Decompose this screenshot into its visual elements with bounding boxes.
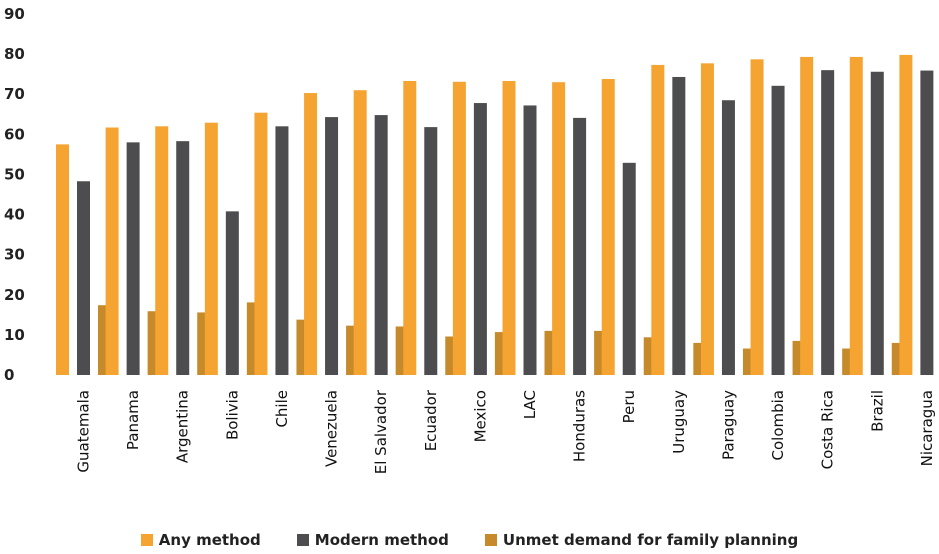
legend-label-unmet-demand: Unmet demand for family planning <box>502 531 799 549</box>
bar-modern-method <box>870 71 884 375</box>
y-tick-label: 70 <box>4 85 25 103</box>
bar-modern-method <box>573 117 587 375</box>
bar-modern-method <box>523 105 537 375</box>
bar-any-method <box>552 82 566 375</box>
bar-modern-method <box>374 115 388 375</box>
bar-any-method <box>105 127 119 376</box>
x-category-label: Costa Rica <box>819 390 837 469</box>
x-category-label: Mexico <box>471 390 489 442</box>
x-category-label: Brazil <box>868 390 886 432</box>
legend-item-any-method: Any method <box>140 531 261 549</box>
legend-swatch-any-method <box>140 534 153 546</box>
x-category-label: Ecuador <box>422 389 440 451</box>
x-category-label: Bolivia <box>223 390 241 440</box>
x-category-label: LAC <box>521 390 539 419</box>
legend-label-any-method: Any method <box>158 531 261 549</box>
y-tick-label: 30 <box>4 246 25 264</box>
legend: Any method Modern method Unmet demand fo… <box>0 528 939 552</box>
y-axis: 0 10 20 30 40 50 60 70 80 90 <box>4 5 25 384</box>
bar-modern-method <box>821 70 835 376</box>
bar-any-method <box>452 81 466 375</box>
bar-any-method <box>254 112 268 375</box>
bar-any-method <box>849 56 863 376</box>
y-tick-label: 20 <box>4 286 25 304</box>
bar-any-method <box>800 56 814 376</box>
bar-any-method <box>601 78 615 375</box>
bar-any-method <box>204 122 218 375</box>
y-tick-label: 40 <box>4 206 25 224</box>
bar-modern-method <box>126 142 140 375</box>
bar-any-method <box>353 90 367 375</box>
x-category-label: Honduras <box>571 390 589 462</box>
y-tick-label: 50 <box>4 165 25 183</box>
bar-any-method <box>403 80 417 375</box>
bar-any-method <box>750 59 764 375</box>
legend-label-modern-method: Modern method <box>314 531 449 549</box>
bar-any-method <box>155 126 169 375</box>
legend-item-modern-method: Modern method <box>296 531 449 549</box>
bar-modern-method <box>920 70 934 375</box>
x-category-label: Chile <box>273 390 291 428</box>
bar-modern-method <box>721 100 735 375</box>
bar-any-method <box>502 80 516 375</box>
x-category-label: Peru <box>620 390 638 423</box>
y-tick-label: 10 <box>4 326 25 344</box>
bar-modern-method <box>473 103 487 376</box>
y-tick-label: 60 <box>4 125 25 143</box>
x-category-label: Panama <box>124 390 142 450</box>
x-category-label: Venezuela <box>323 390 341 467</box>
bar-any-method <box>700 63 714 375</box>
y-tick-label: 80 <box>4 45 25 63</box>
legend-swatch-modern-method <box>296 534 309 546</box>
bar-modern-method <box>325 117 339 375</box>
x-category-label: El Salvador <box>372 389 390 474</box>
bar-any-method <box>899 54 913 376</box>
bar-modern-method <box>672 76 686 376</box>
bar-chart: 0 10 20 30 40 50 60 70 80 90 Guatemala Panama Argen… <box>4 5 936 474</box>
bar-modern-method <box>622 162 636 375</box>
x-category-label: Argentina <box>174 390 192 463</box>
x-category-label: Nicaragua <box>918 390 936 466</box>
bar-any-method <box>651 64 665 376</box>
legend-swatch-unmet-demand <box>484 534 497 546</box>
x-category-label: Guatemala <box>75 390 93 473</box>
bar-modern-method <box>176 141 190 375</box>
bar-modern-method <box>225 211 239 375</box>
bar-modern-method <box>77 181 90 375</box>
bar-modern-method <box>771 85 785 375</box>
bar-modern-method <box>424 127 438 375</box>
legend-item-unmet-demand: Unmet demand for family planning <box>484 531 799 549</box>
x-category-label: Colombia <box>769 390 787 461</box>
bar-any-method <box>304 93 318 375</box>
bars <box>56 54 934 376</box>
y-tick-label: 90 <box>4 5 25 23</box>
bar-modern-method <box>275 126 289 375</box>
x-axis: Guatemala Panama Argentina Bolivia Chile Vene… <box>75 389 936 474</box>
bar-any-method <box>56 144 69 375</box>
x-category-label: Paraguay <box>719 390 737 460</box>
y-tick-label: 0 <box>4 366 14 384</box>
x-category-label: Uruguay <box>670 390 688 454</box>
